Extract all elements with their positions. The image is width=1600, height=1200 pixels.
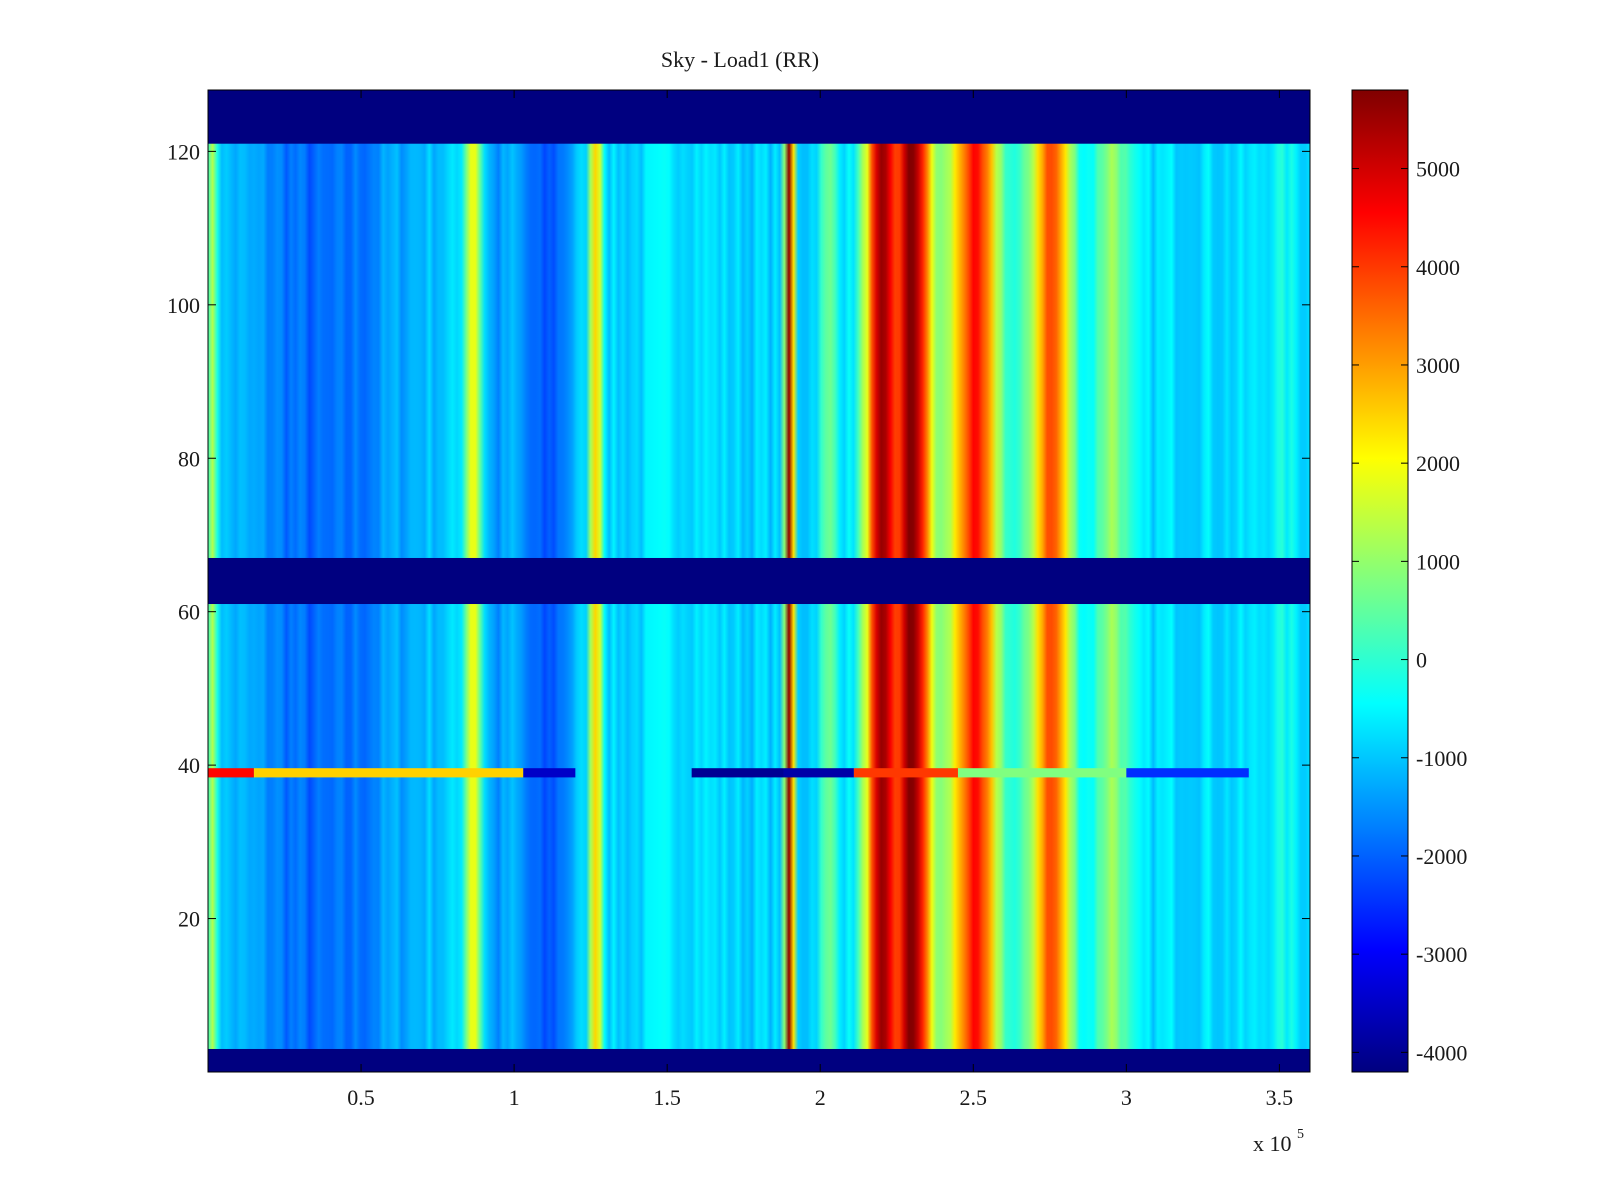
masked-row-band — [208, 1048, 1310, 1072]
y-axis: 20 40 60 80 100 120 — [167, 139, 1310, 932]
y-tick-label: 100 — [167, 293, 200, 318]
heatmap — [208, 90, 1310, 1072]
anomalous-row-segment — [208, 768, 254, 778]
colorbar-tick-label: 3000 — [1416, 353, 1460, 378]
masked-row-band — [208, 557, 1310, 605]
x-tick-label: 1.5 — [653, 1085, 681, 1110]
colorbar — [1352, 90, 1408, 1072]
x-tick-label: 3 — [1121, 1085, 1132, 1110]
anomalous-row-segment — [1126, 768, 1249, 778]
y-tick-label: 120 — [167, 139, 200, 164]
y-tick-label: 80 — [178, 446, 200, 471]
x-tick-label: 2.5 — [960, 1085, 988, 1110]
y-tick-label: 60 — [178, 600, 200, 625]
colorbar-tick-label: -3000 — [1416, 942, 1467, 967]
x-exponent-power: 5 — [1297, 1127, 1304, 1142]
colorbar-gradient — [1352, 90, 1408, 1072]
plot-frame — [207, 89, 1311, 1073]
colorbar-tick-label: 1000 — [1416, 549, 1460, 574]
colorbar-frame — [1351, 89, 1409, 1073]
masked-row-band — [208, 90, 1310, 144]
anomalous-row-segment — [783, 768, 854, 778]
x-axis: 0.5 1 1.5 2 2.5 3 3.5 — [347, 90, 1293, 1110]
chart-title: Sky - Load1 (RR) — [661, 47, 819, 72]
anomalous-row-segment — [853, 768, 958, 778]
anomalous-row-segment — [957, 768, 1127, 778]
x-exponent-label: x 10 — [1253, 1131, 1292, 1156]
colorbar-tick-label: 4000 — [1416, 255, 1460, 280]
y-tick-label: 20 — [178, 907, 200, 932]
anomalous-row-segment — [253, 768, 524, 778]
colorbar-axis: 5000 4000 3000 2000 1000 0 -1000 -2000 -3000 -400… — [1352, 157, 1467, 1065]
x-tick-label: 2 — [815, 1085, 826, 1110]
x-tick-label: 0.5 — [347, 1085, 375, 1110]
anomalous-row-segment — [523, 768, 576, 778]
colorbar-tick-label: 5000 — [1416, 157, 1460, 182]
anomalous-row-segment — [691, 768, 784, 778]
colorbar-tick-label: -1000 — [1416, 746, 1467, 771]
colorbar-tick-label: -2000 — [1416, 844, 1467, 869]
colorbar-tick-label: 0 — [1416, 648, 1427, 673]
colorbar-tick-label: -4000 — [1416, 1040, 1467, 1065]
colorbar-tick-label: 2000 — [1416, 451, 1460, 476]
x-tick-label: 1 — [509, 1085, 520, 1110]
x-tick-label: 3.5 — [1266, 1085, 1294, 1110]
y-tick-label: 40 — [178, 753, 200, 778]
